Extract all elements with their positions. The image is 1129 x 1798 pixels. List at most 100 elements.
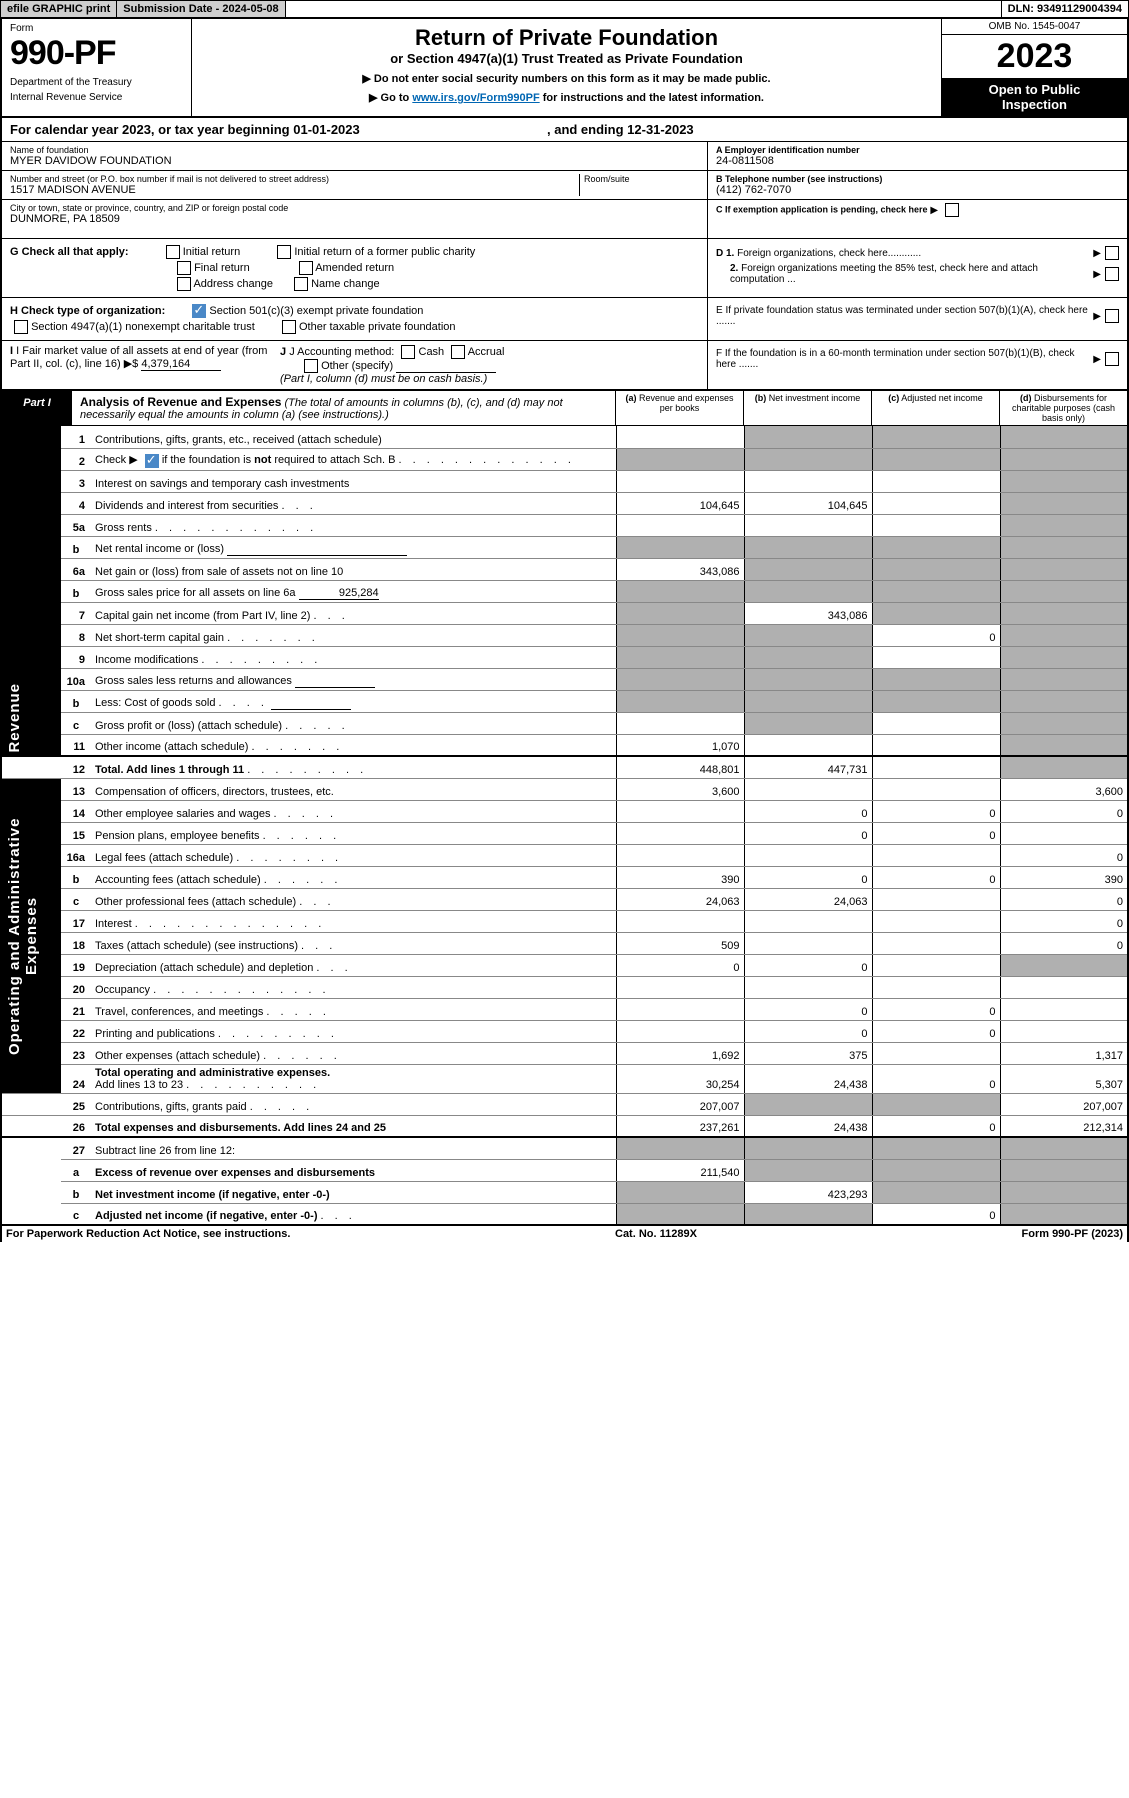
irs-label: Internal Revenue Service (10, 92, 183, 103)
address-row: Number and street (or P.O. box number if… (2, 171, 707, 200)
table-row: 19Depreciation (attach schedule) and dep… (1, 954, 1128, 976)
table-row: 5aGross rents . . . . . . . . . . . . (1, 514, 1128, 536)
page-footer: For Paperwork Reduction Act Notice, see … (0, 1226, 1129, 1242)
foundation-name: MYER DAVIDOW FOUNDATION (10, 155, 699, 167)
revenue-side-label: Revenue (1, 426, 61, 756)
year-end: 12-31-2023 (627, 122, 694, 137)
accrual-checkbox[interactable] (451, 345, 465, 359)
form-note2: ▶ Go to www.irs.gov/Form990PF for instru… (202, 91, 931, 104)
table-row: Revenue 1Contributions, gifts, grants, e… (1, 426, 1128, 448)
top-bar: efile GRAPHIC print Submission Date - 20… (0, 0, 1129, 18)
table-row: aExcess of revenue over expenses and dis… (1, 1159, 1128, 1181)
table-row: 14Other employee salaries and wages . . … (1, 800, 1128, 822)
g-left: G Check all that apply: Initial return I… (2, 239, 707, 297)
exemption-row: C If exemption application is pending, c… (708, 200, 1127, 238)
col-a-header: (a) Revenue and expenses per books (615, 391, 743, 425)
part1-title: Analysis of Revenue and Expenses (The to… (72, 391, 615, 425)
check-section-h: H Check type of organization: Section 50… (0, 298, 1129, 341)
irs-link[interactable]: www.irs.gov/Form990PF (412, 92, 539, 104)
form-header-center: Return of Private Foundation or Section … (192, 19, 942, 116)
other-taxable-checkbox[interactable] (282, 320, 296, 334)
501c3-checkbox[interactable] (192, 304, 206, 318)
exemption-checkbox[interactable] (945, 203, 959, 217)
phone-label: B Telephone number (see instructions) (716, 174, 1119, 184)
identification-block: Name of foundation MYER DAVIDOW FOUNDATI… (0, 142, 1129, 239)
table-row: 26Total expenses and disbursements. Add … (1, 1115, 1128, 1137)
form-header-right: OMB No. 1545-0047 2023 Open to PublicIns… (942, 19, 1127, 116)
table-row: Operating and Administrative Expenses 13… (1, 778, 1128, 800)
name-label: Name of foundation (10, 145, 699, 155)
table-row: 6aNet gain or (loss) from sale of assets… (1, 558, 1128, 580)
table-row: 3Interest on savings and temporary cash … (1, 470, 1128, 492)
table-row: 15Pension plans, employee benefits . . .… (1, 822, 1128, 844)
ij-left: I I Fair market value of all assets at e… (2, 341, 707, 389)
form-note1: ▶ Do not enter social security numbers o… (202, 72, 931, 85)
dln-label: DLN: (1008, 3, 1037, 15)
dln: DLN: 93491129004394 (1001, 1, 1128, 17)
4947-checkbox[interactable] (14, 320, 28, 334)
dept-treasury: Department of the Treasury (10, 77, 183, 88)
tax-year: 2023 (942, 35, 1127, 78)
opex-side-label: Operating and Administrative Expenses (1, 778, 61, 1093)
revenue-expense-table: Revenue 1Contributions, gifts, grants, e… (0, 426, 1129, 1226)
table-row: bNet rental income or (loss) (1, 536, 1128, 558)
city-label: City or town, state or province, country… (10, 203, 699, 213)
name-change-checkbox[interactable] (294, 277, 308, 291)
final-return-checkbox[interactable] (177, 261, 191, 275)
submission-date: Submission Date - 2024-05-08 (117, 1, 285, 17)
arrow-icon: ▶ (930, 205, 938, 216)
room-label: Room/suite (584, 174, 699, 184)
table-row: 7Capital gain net income (from Part IV, … (1, 602, 1128, 624)
other-method-checkbox[interactable] (304, 359, 318, 373)
year-begin: 01-01-2023 (293, 122, 360, 137)
d2-checkbox[interactable] (1105, 267, 1119, 281)
e-checkbox[interactable] (1105, 309, 1119, 323)
table-row: cGross profit or (loss) (attach schedule… (1, 712, 1128, 734)
dln-value: 93491129004394 (1037, 3, 1122, 15)
table-row: 22Printing and publications . . . . . . … (1, 1020, 1128, 1042)
d1-checkbox[interactable] (1105, 246, 1119, 260)
d-right: D 1. D 1. Foreign organizations, check h… (707, 239, 1127, 297)
city-value: DUNMORE, PA 18509 (10, 213, 699, 225)
cash-checkbox[interactable] (401, 345, 415, 359)
table-row: 12Total. Add lines 1 through 11 . . . . … (1, 756, 1128, 778)
check-section-g: G Check all that apply: Initial return I… (0, 239, 1129, 298)
amended-checkbox[interactable] (299, 261, 313, 275)
efile-print-button[interactable]: efile GRAPHIC print (1, 1, 117, 17)
address-change-checkbox[interactable] (177, 277, 191, 291)
addr-label: Number and street (or P.O. box number if… (10, 174, 579, 184)
subdate-label: Submission Date - (123, 3, 222, 15)
address: 1517 MADISON AVENUE (10, 184, 579, 196)
g-label: G Check all that apply: (10, 246, 129, 258)
table-row: 17Interest . . . . . . . . . . . . . .0 (1, 910, 1128, 932)
f-label: F If the foundation is in a 60-month ter… (716, 348, 1093, 370)
id-left: Name of foundation MYER DAVIDOW FOUNDATI… (2, 142, 707, 238)
table-row: 24Total operating and administrative exp… (1, 1064, 1128, 1093)
initial-return-checkbox[interactable] (166, 245, 180, 259)
subdate-value: 2024-05-08 (222, 3, 278, 15)
table-row: 27Subtract line 26 from line 12: (1, 1137, 1128, 1159)
schb-checkbox[interactable] (145, 454, 159, 468)
f-checkbox[interactable] (1105, 352, 1119, 366)
table-row: cOther professional fees (attach schedul… (1, 888, 1128, 910)
form-number: 990-PF (10, 34, 183, 73)
e-right: E If private foundation status was termi… (707, 298, 1127, 340)
omb-number: OMB No. 1545-0047 (942, 19, 1127, 35)
form-number-footer: Form 990-PF (2023) (1022, 1228, 1124, 1240)
ein-row: A Employer identification number 24-0811… (708, 142, 1127, 171)
gross-sales-value: 925,284 (299, 587, 379, 600)
e-label: E If private foundation status was termi… (716, 305, 1093, 327)
part1-tab: Part I (2, 391, 72, 425)
open-to-public: Open to PublicInspection (942, 78, 1127, 116)
table-row: 18Taxes (attach schedule) (see instructi… (1, 932, 1128, 954)
f-right: F If the foundation is in a 60-month ter… (707, 341, 1127, 389)
initial-public-checkbox[interactable] (277, 245, 291, 259)
catalog-number: Cat. No. 11289X (615, 1228, 697, 1240)
phone-value: (412) 762-7070 (716, 184, 1119, 196)
exemption-label: C If exemption application is pending, c… (716, 205, 928, 215)
table-row: 11Other income (attach schedule) . . . .… (1, 734, 1128, 756)
paperwork-notice: For Paperwork Reduction Act Notice, see … (6, 1228, 290, 1240)
table-row: 23Other expenses (attach schedule) . . .… (1, 1042, 1128, 1064)
form-title: Return of Private Foundation (202, 25, 931, 51)
table-row: bNet investment income (if negative, ent… (1, 1181, 1128, 1203)
